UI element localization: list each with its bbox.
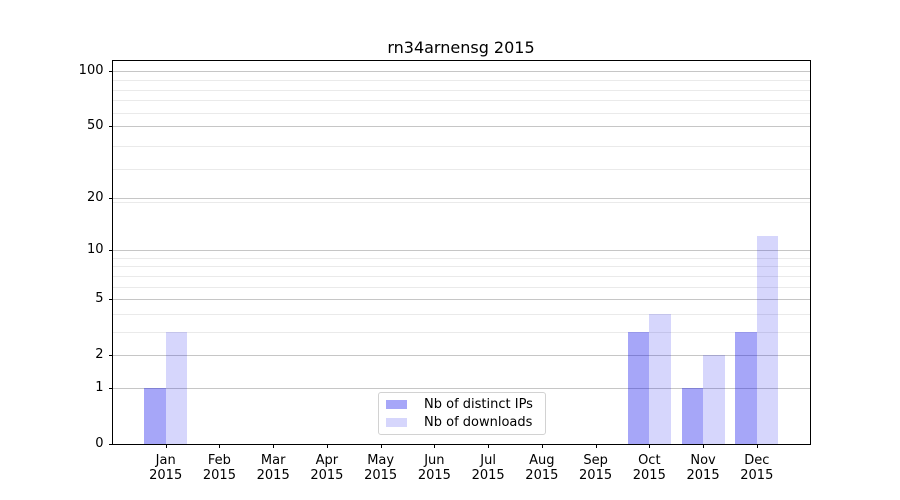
minor-gridline (112, 287, 810, 288)
legend-swatch (386, 399, 407, 409)
bar-downloads (165, 331, 188, 444)
x-tick-label: Jan 2015 (149, 453, 183, 483)
minor-gridline (112, 276, 810, 277)
minor-gridline (112, 90, 810, 91)
minor-gridline (112, 169, 810, 170)
x-tick-mark (757, 444, 758, 449)
x-tick-mark (166, 444, 167, 449)
minor-gridline (112, 314, 810, 315)
y-tick-mark (108, 355, 113, 356)
legend: Nb of distinct IPs Nb of downloads (378, 392, 546, 435)
major-gridline (112, 198, 810, 199)
y-tick-label: 100 (78, 62, 104, 78)
x-tick-label: May 2015 (364, 453, 398, 483)
y-tick-label: 5 (95, 290, 104, 306)
x-tick-mark (219, 444, 220, 449)
x-tick-mark (596, 444, 597, 449)
minor-gridline (112, 258, 810, 259)
x-tick-label: Sep 2015 (579, 453, 613, 483)
legend-label: Nb of distinct IPs (424, 396, 533, 412)
major-gridline (112, 299, 810, 300)
y-tick-label: 50 (86, 118, 104, 133)
x-tick-label: Apr 2015 (310, 453, 344, 483)
y-tick-label: 2 (95, 347, 104, 362)
x-tick-mark (703, 444, 704, 449)
x-tick-label: Aug 2015 (525, 453, 559, 483)
major-gridline (112, 355, 810, 356)
minor-gridline (112, 100, 810, 101)
y-tick-mark (108, 250, 113, 251)
y-tick-label: 20 (86, 189, 104, 205)
bar-distinct-ips (681, 387, 704, 444)
x-tick-label: Nov 2015 (686, 453, 720, 483)
bar-downloads (756, 236, 779, 444)
minor-gridline (112, 113, 810, 114)
x-tick-mark (381, 444, 382, 449)
bar-distinct-ips (627, 331, 650, 444)
minor-gridline (112, 80, 810, 81)
minor-gridline (112, 332, 810, 333)
x-tick-label: Feb 2015 (202, 453, 236, 483)
x-tick-mark (273, 444, 274, 449)
x-tick-label: Oct 2015 (632, 453, 666, 483)
minor-gridline (112, 266, 810, 267)
legend-row: Nb of downloads (386, 414, 538, 433)
major-gridline (112, 388, 810, 389)
y-tick-label: 0 (95, 435, 104, 451)
y-tick-mark (108, 71, 113, 72)
minor-gridline (112, 146, 810, 147)
major-gridline (112, 250, 810, 251)
x-tick-label: Mar 2015 (256, 453, 290, 483)
x-tick-label: Jul 2015 (471, 453, 505, 483)
y-tick-mark (108, 126, 113, 127)
x-tick-mark (488, 444, 489, 449)
bar-distinct-ips (735, 331, 757, 444)
y-tick-mark (108, 444, 113, 445)
x-tick-mark (542, 444, 543, 449)
y-tick-mark (108, 388, 113, 389)
legend-row: Nb of distinct IPs (386, 395, 538, 414)
y-tick-label: 10 (86, 241, 104, 257)
legend-swatch (386, 418, 407, 428)
chart-title: rn34arnensg 2015 (387, 38, 535, 57)
major-gridline (112, 71, 810, 72)
x-tick-mark (434, 444, 435, 449)
x-tick-mark (649, 444, 650, 449)
x-tick-label: Jun 2015 (417, 453, 451, 483)
y-tick-label: 1 (95, 379, 104, 395)
y-tick-mark (108, 198, 113, 199)
x-tick-mark (327, 444, 328, 449)
major-gridline (112, 126, 810, 127)
legend-label: Nb of downloads (424, 415, 533, 431)
minor-gridline (112, 202, 810, 203)
bar-distinct-ips (144, 387, 166, 444)
y-tick-mark (108, 299, 113, 300)
bar-downloads (649, 313, 671, 444)
bar-downloads (703, 355, 725, 444)
x-tick-label: Dec 2015 (740, 453, 774, 483)
